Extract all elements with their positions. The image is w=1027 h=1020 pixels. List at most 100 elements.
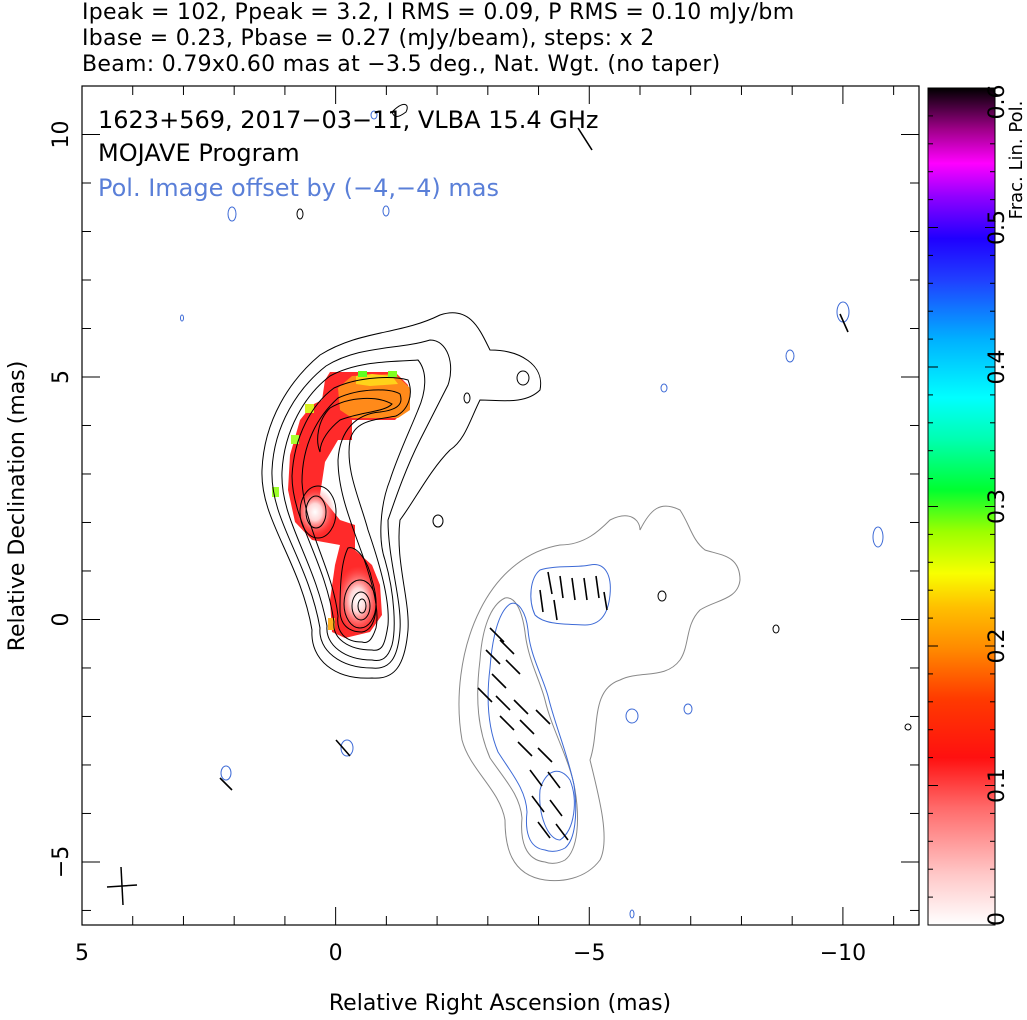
colorbar-tick-label: 0.1 <box>985 768 1010 803</box>
colorbar-tick-label: 0 <box>985 912 1010 926</box>
pol-intensity-contours <box>458 505 741 882</box>
evpa-tick <box>553 599 558 621</box>
pol-contour-outer <box>458 505 741 882</box>
frac-pol-pixel <box>358 371 367 377</box>
axis-tick-labels: 5 0 −5 −10 −5 0 5 10 <box>49 120 866 966</box>
evpa-tick <box>529 769 543 787</box>
evpa-tick <box>489 627 505 643</box>
pol-contour-level <box>477 597 579 864</box>
colorbar-tick-label: 0.2 <box>985 629 1010 664</box>
contour-level <box>281 359 426 661</box>
axis-ticks <box>81 85 919 925</box>
contour-level <box>271 339 452 669</box>
noise-contour <box>629 909 635 919</box>
contour-blob <box>432 514 444 528</box>
noise-contour <box>370 110 378 120</box>
evpa-tick <box>577 127 593 151</box>
colorbar-tick-label: 0.3 <box>985 489 1010 524</box>
y-tick-label: −5 <box>49 846 74 878</box>
y-axis-title: Relative Declination (mas) <box>5 361 30 652</box>
colorbar-tick-label: 0.5 <box>985 210 1010 245</box>
contour-level <box>305 495 327 529</box>
contour-blob <box>463 392 471 404</box>
evpa-tick <box>559 575 564 599</box>
noise-contour <box>220 765 232 781</box>
evpa-tick <box>547 771 561 789</box>
contour-level <box>357 598 367 614</box>
evpa-tick <box>219 777 233 791</box>
noise-contour <box>785 349 795 363</box>
y-tick-label: 5 <box>49 370 74 384</box>
contour-level <box>351 591 371 621</box>
image-layer <box>106 104 912 919</box>
evpa-tick <box>539 589 544 613</box>
frac-pol-pixel <box>291 435 299 444</box>
noise-contour <box>625 708 639 724</box>
evpa-tick <box>335 739 351 757</box>
evpa-tick <box>513 699 529 715</box>
contour-blob <box>904 723 912 731</box>
x-tick-label: −10 <box>820 941 866 966</box>
beam-minor-axis <box>106 884 138 888</box>
evpa-tick <box>477 687 493 703</box>
colorbar-tick-label: 0.6 <box>985 85 1010 120</box>
frac-pol-image <box>272 371 410 638</box>
frac-pol-region-low-core <box>336 566 380 634</box>
frac-pol-pixel <box>328 618 335 630</box>
evpa-tick <box>537 821 551 839</box>
evpa-tick <box>839 313 849 333</box>
y-tick-label: 10 <box>49 120 74 148</box>
noise-contour <box>872 526 884 548</box>
evpa-tick <box>531 795 545 813</box>
evpa-tick <box>603 591 608 611</box>
evpa-tick <box>547 571 553 595</box>
evpa-tick <box>571 577 576 601</box>
frac-pol-pixel <box>388 371 397 377</box>
frac-pol-region-jet <box>288 372 410 638</box>
source-label: 1623+569, 2017−03−11, VLBA 15.4 GHz <box>98 106 599 134</box>
x-axis-title: Relative Right Ascension (mas) <box>329 991 671 1016</box>
program-label: MOJAVE Program <box>98 139 300 167</box>
evpa-tick <box>519 719 535 735</box>
header-stats-line: Ipeak = 102, Ppeak = 3.2, I RMS = 0.09, … <box>82 0 795 25</box>
header-beam-line: Beam: 0.79x0.60 mas at −3.5 deg., Nat. W… <box>82 52 721 77</box>
total-intensity-contours <box>261 104 912 731</box>
colorbar-title: Frac. Lin. Pol. <box>1006 101 1027 220</box>
contour-level <box>317 397 393 453</box>
contour-blob <box>391 104 408 117</box>
evpa-tick <box>537 747 553 763</box>
evpa-tick <box>485 649 501 665</box>
contour-blob <box>657 590 667 602</box>
noise-contour <box>227 206 237 222</box>
frac-pol-pixel <box>305 404 314 413</box>
colorbar-tick-label: 0.4 <box>985 350 1010 385</box>
evpa-tick <box>499 715 515 731</box>
frac-pol-region-orange <box>338 374 410 418</box>
x-tick-label: 5 <box>75 941 89 966</box>
evpa-tick <box>505 659 521 675</box>
beam-marker <box>106 866 138 906</box>
evpa-tick <box>549 799 563 817</box>
plot-frame <box>81 85 920 926</box>
evpa-tick <box>595 575 600 599</box>
plot-header: Ipeak = 102, Ppeak = 3.2, I RMS = 0.09, … <box>82 0 1022 78</box>
contour-level <box>299 485 337 539</box>
evpa-tick <box>535 709 551 725</box>
evpa-tick <box>491 673 507 689</box>
contour-blob <box>296 208 304 220</box>
noise-contour <box>683 703 693 715</box>
evpa-tick <box>495 695 511 711</box>
contour-level <box>291 377 411 651</box>
pol-offset-label: Pol. Image offset by (−4,−4) mas <box>98 174 499 202</box>
pol-contour-level <box>487 602 577 852</box>
noise-contour <box>660 383 668 393</box>
pol-contour-level <box>539 770 575 841</box>
contour-blob <box>516 370 530 386</box>
pol-contour-level <box>530 564 611 626</box>
y-tick-label: 0 <box>49 612 74 626</box>
evpa-tick <box>499 639 515 655</box>
evpa-vectors <box>219 127 849 841</box>
evpa-tick <box>583 577 588 601</box>
header-base-line: Ibase = 0.23, Pbase = 0.27 (mJy/beam), s… <box>82 26 655 51</box>
